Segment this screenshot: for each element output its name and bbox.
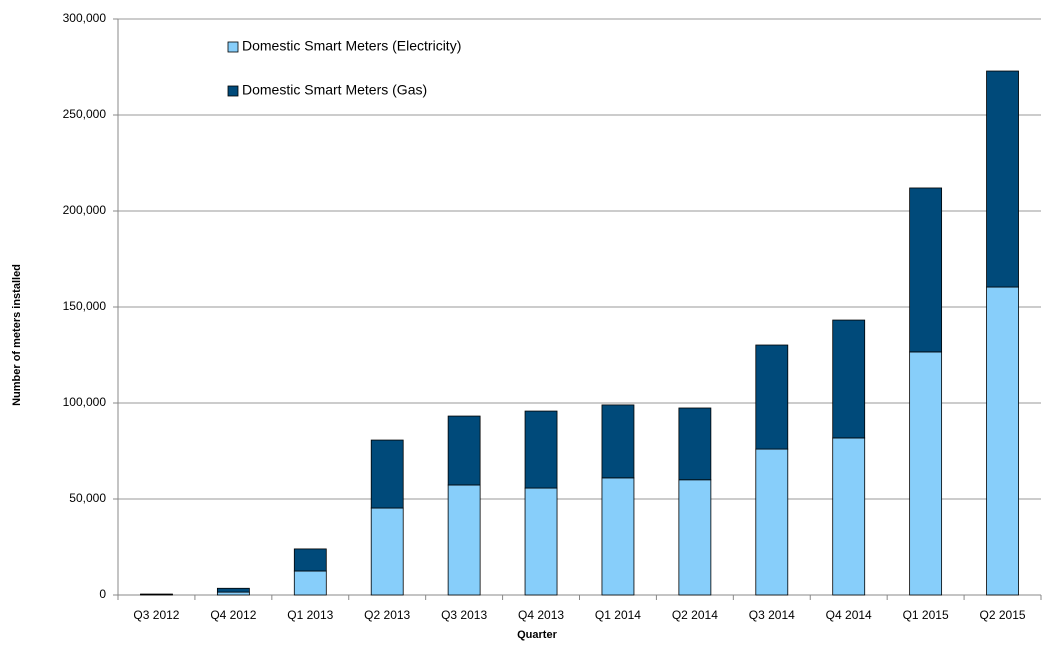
x-tick-label: Q1 2015 xyxy=(903,608,949,622)
bar-segment xyxy=(448,416,480,485)
bar-segment xyxy=(602,405,634,478)
y-tick-label: 150,000 xyxy=(63,299,107,313)
bar-segment xyxy=(448,485,480,595)
y-tick-label: 100,000 xyxy=(63,395,107,409)
x-tick-label: Q3 2012 xyxy=(133,608,179,622)
y-tick-label: 300,000 xyxy=(63,11,107,25)
bar-segment xyxy=(371,440,403,508)
bar-segment xyxy=(371,508,403,595)
bar-segment xyxy=(525,488,557,595)
legend-label: Domestic Smart Meters (Electricity) xyxy=(242,38,461,54)
bar-segment xyxy=(294,571,326,595)
x-tick-label: Q4 2014 xyxy=(826,608,872,622)
x-tick-label: Q3 2014 xyxy=(749,608,795,622)
bar-segment xyxy=(217,588,249,592)
x-tick-label: Q2 2015 xyxy=(980,608,1026,622)
bar-segment xyxy=(294,549,326,571)
y-axis-label: Number of meters installed xyxy=(11,264,23,406)
bar-segment xyxy=(217,592,249,595)
bar-segment xyxy=(987,287,1019,595)
x-tick-label: Q3 2013 xyxy=(441,608,487,622)
legend-swatch xyxy=(228,86,238,96)
y-tick-label: 250,000 xyxy=(63,107,107,121)
bar-segment xyxy=(525,411,557,488)
x-tick-label: Q2 2014 xyxy=(672,608,718,622)
bar-segment xyxy=(602,478,634,595)
bar-segment xyxy=(140,594,172,595)
y-tick-label: 0 xyxy=(99,587,106,601)
bar-segment xyxy=(679,480,711,595)
bar-segment xyxy=(910,352,942,595)
bar-segment xyxy=(910,188,942,352)
y-tick-label: 50,000 xyxy=(69,491,106,505)
bar-segment xyxy=(833,320,865,438)
bar-segment xyxy=(833,438,865,595)
x-axis-label: Quarter xyxy=(517,629,557,641)
bar-segment xyxy=(679,408,711,480)
x-tick-label: Q4 2012 xyxy=(210,608,256,622)
y-tick-label: 200,000 xyxy=(63,203,107,217)
legend-label: Domestic Smart Meters (Gas) xyxy=(242,82,427,98)
bar-segment xyxy=(756,345,788,449)
legend-swatch xyxy=(228,42,238,52)
x-tick-label: Q2 2013 xyxy=(364,608,410,622)
x-tick-label: Q1 2013 xyxy=(287,608,333,622)
bar-segment xyxy=(987,71,1019,287)
bar-segment xyxy=(756,449,788,595)
x-tick-label: Q1 2014 xyxy=(595,608,641,622)
x-tick-label: Q4 2013 xyxy=(518,608,564,622)
